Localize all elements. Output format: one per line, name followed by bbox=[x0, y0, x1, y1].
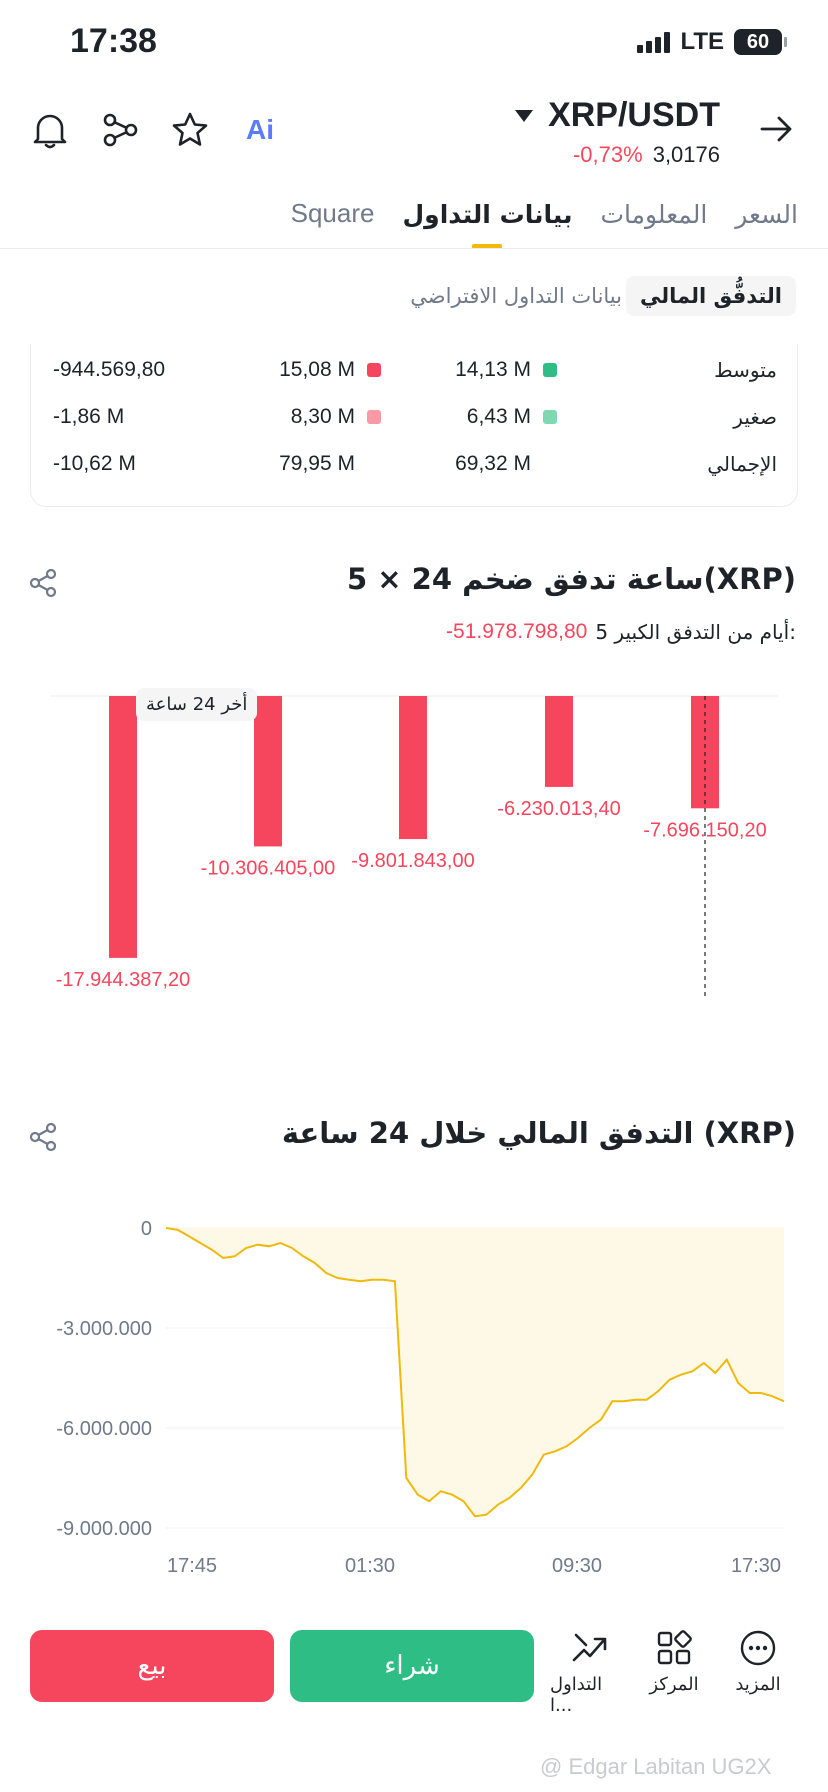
tooltip-text: أخر 24 ساعة bbox=[146, 694, 248, 715]
outflow-marker bbox=[367, 363, 381, 377]
grid-icon bbox=[657, 1630, 692, 1665]
watermark: @ Edgar Labitan UG2X bbox=[540, 1754, 772, 1779]
tab-info[interactable]: المعلومات bbox=[600, 200, 708, 229]
battery-level: 60 bbox=[746, 30, 770, 53]
battery-icon: 60 bbox=[734, 29, 787, 55]
bar-value-label: -6.230.013,40 bbox=[497, 798, 620, 820]
flow-24h-area-chart[interactable]: 0 -3.000.000 -6.000.000 -9.000.000 17:45 01:3… bbox=[0, 1210, 828, 1590]
pair-selector[interactable]: XRP/USDT bbox=[514, 96, 720, 135]
caret-down-icon bbox=[515, 109, 534, 122]
tabs-divider bbox=[0, 248, 828, 249]
bell-icon[interactable] bbox=[30, 110, 70, 150]
outflow-value: 8,30 M bbox=[290, 405, 355, 428]
y-tick-label: -3.000.000 bbox=[56, 1318, 152, 1340]
outflow-cell: 79,95 M bbox=[279, 452, 381, 476]
net-value: -944.569,80 bbox=[53, 358, 166, 381]
nav-trade-label: التداول ا... bbox=[550, 1674, 603, 1716]
share-network-icon[interactable] bbox=[100, 110, 140, 150]
pair-name: XRP/USDT bbox=[548, 96, 720, 134]
bar-value-label: -9.801.843,00 bbox=[351, 850, 474, 872]
outflow-marker bbox=[367, 410, 381, 424]
tab-price[interactable]: السعر bbox=[735, 200, 798, 229]
bar bbox=[399, 696, 427, 840]
nav-center-label: المركز bbox=[649, 1674, 699, 1695]
y-tick-label: 0 bbox=[141, 1218, 152, 1240]
row-label: الإجمالي bbox=[707, 452, 777, 476]
bar-value-label: -17.944.387,20 bbox=[56, 969, 191, 991]
signal-icon bbox=[637, 31, 671, 53]
bar bbox=[254, 696, 282, 847]
y-tick-label: -6.000.000 bbox=[56, 1418, 152, 1440]
main-tabs: Square بيانات التداول المعلومات السعر bbox=[290, 198, 798, 249]
outflow-value: 79,95 M bbox=[279, 452, 355, 475]
tab-square[interactable]: Square bbox=[290, 198, 375, 228]
inflow-marker bbox=[543, 363, 557, 377]
network-label: LTE bbox=[680, 28, 724, 55]
bar bbox=[109, 696, 137, 958]
y-tick-label: -9.000.000 bbox=[56, 1518, 152, 1540]
nav-trade[interactable]: التداول ا... bbox=[550, 1630, 630, 1716]
price-change: -0,73% bbox=[572, 142, 643, 167]
table-row: الإجمالي 69,32 M 79,95 M -10,62 M bbox=[31, 444, 797, 484]
more-icon bbox=[740, 1630, 776, 1666]
flow-24h-title: التدفق المالي خلال 24 ساعة (XRP) bbox=[281, 1116, 796, 1150]
star-icon[interactable] bbox=[170, 110, 210, 150]
inflow-value: 69,32 M bbox=[455, 452, 531, 475]
bar-value-label: -7.696.150,20 bbox=[643, 819, 766, 841]
tab-trading-data[interactable]: بيانات التداول bbox=[402, 200, 572, 249]
large-flow-total: -51.978.798,80 bbox=[446, 620, 588, 643]
ai-label: Ai bbox=[246, 114, 274, 145]
inflow-marker bbox=[543, 410, 557, 424]
table-row: متوسط 14,13 M 15,08 M -944.569,80 bbox=[31, 350, 797, 390]
status-time: 17:38 bbox=[70, 22, 157, 60]
inflow-cell: 6,43 M bbox=[467, 405, 557, 429]
large-flow-title: 5 × 24 ساعة تدفق ضخم(XRP) bbox=[346, 562, 796, 596]
status-indicators: LTE 60 bbox=[637, 28, 787, 56]
nav-center[interactable]: المركز bbox=[634, 1630, 714, 1695]
trade-icon bbox=[572, 1633, 607, 1662]
net-value: -1,86 M bbox=[53, 405, 125, 428]
nav-more-label: المزيد bbox=[735, 1674, 781, 1695]
bar-value-label: -10.306.405,00 bbox=[201, 857, 336, 879]
large-flow-bar-chart: -17.944.387,20 -10.306.405,00 -9.801.843,0… bbox=[50, 695, 778, 996]
inflow-value: 14,13 M bbox=[455, 358, 531, 381]
ai-icon[interactable]: Ai bbox=[240, 110, 280, 150]
row-label: متوسط bbox=[714, 358, 777, 382]
outflow-cell: 8,30 M bbox=[291, 405, 381, 429]
header-actions: Ai bbox=[30, 110, 280, 150]
large-flow-summary-label: 5 أيام من التدفق الكبير: bbox=[595, 620, 796, 644]
area-fill bbox=[166, 1228, 784, 1517]
sell-button[interactable]: بيع bbox=[30, 1630, 274, 1702]
bar-tooltip: أخر 24 ساعة bbox=[136, 688, 258, 721]
x-tick-label: 17:30 bbox=[731, 1555, 781, 1577]
share-icon[interactable] bbox=[28, 1122, 58, 1156]
share-icon[interactable] bbox=[28, 568, 58, 602]
x-tick-label: 17:45 bbox=[167, 1555, 217, 1577]
inflow-cell: 69,32 M bbox=[455, 452, 557, 476]
net-value: -10,62 M bbox=[53, 452, 136, 475]
last-price: 3,0176 bbox=[652, 142, 720, 167]
nav-more[interactable]: المزيد bbox=[718, 1630, 798, 1695]
x-tick-label: 09:30 bbox=[552, 1555, 602, 1577]
table-row: صغير 6,43 M 8,30 M -1,86 M bbox=[31, 397, 797, 437]
flow-line bbox=[165, 1227, 785, 1518]
segment-futures-data[interactable]: بيانات التداول الافتراضي bbox=[410, 284, 622, 308]
inflow-value: 6,43 M bbox=[466, 405, 531, 428]
back-arrow-icon[interactable] bbox=[760, 114, 794, 148]
row-label: صغير bbox=[733, 405, 777, 429]
flow-table-card: متوسط 14,13 M 15,08 M -944.569,80 صغير 6… bbox=[30, 344, 798, 507]
pair-ticker: -0,73% 3,0176 bbox=[573, 142, 720, 168]
buy-button[interactable]: شراء bbox=[290, 1630, 534, 1702]
outflow-cell: 15,08 M bbox=[279, 358, 381, 382]
bar bbox=[545, 696, 573, 787]
segment-money-flow[interactable]: التدفُّق المالي bbox=[626, 276, 796, 316]
x-tick-label: 01:30 bbox=[345, 1555, 395, 1577]
large-flow-summary: -51.978.798,80 5 أيام من التدفق الكبير: bbox=[446, 620, 796, 644]
outflow-value: 15,08 M bbox=[279, 358, 355, 381]
inflow-cell: 14,13 M bbox=[455, 358, 557, 382]
